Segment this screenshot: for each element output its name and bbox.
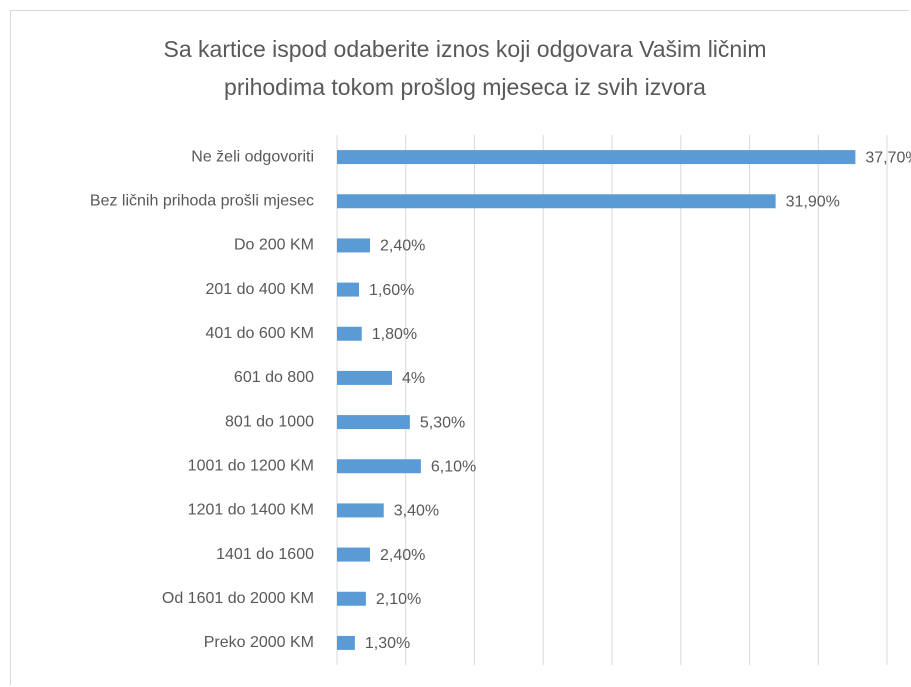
y-tick-label: Preko 2000 KM bbox=[204, 634, 314, 651]
bar bbox=[337, 282, 359, 297]
data-label: 1,80% bbox=[372, 326, 417, 343]
bar bbox=[337, 415, 410, 430]
y-tick-label: 801 do 1000 bbox=[225, 413, 314, 430]
data-label: 2,10% bbox=[376, 591, 421, 608]
y-tick-label: Od 1601 do 2000 KM bbox=[162, 590, 314, 607]
y-tick-label: 1001 do 1200 KM bbox=[188, 457, 314, 474]
data-label: 5,30% bbox=[420, 414, 465, 431]
y-tick-label: Bez ličnih prihoda prošli mjesec bbox=[90, 192, 314, 209]
y-tick-label: Ne želi odgovoriti bbox=[191, 148, 314, 165]
bar bbox=[337, 459, 421, 474]
bar bbox=[337, 150, 856, 165]
data-label: 1,60% bbox=[369, 282, 414, 299]
data-label: 31,90% bbox=[786, 193, 840, 210]
bar bbox=[337, 503, 384, 518]
bar bbox=[337, 370, 392, 385]
bar bbox=[337, 194, 776, 209]
bar bbox=[337, 635, 355, 650]
y-tick-label: 201 do 400 KM bbox=[205, 281, 314, 298]
chart-frame bbox=[10, 10, 909, 685]
data-label: 2,40% bbox=[380, 238, 425, 255]
y-tick-label: 601 do 800 bbox=[234, 369, 314, 386]
bar bbox=[337, 547, 370, 562]
y-tick-label: 1401 do 1600 bbox=[216, 546, 314, 563]
data-label: 3,40% bbox=[394, 503, 439, 520]
data-label: 6,10% bbox=[431, 458, 476, 475]
data-label: 2,40% bbox=[380, 547, 425, 564]
bar bbox=[337, 238, 370, 253]
data-label: 37,70% bbox=[865, 149, 911, 166]
y-tick-label: 401 do 600 KM bbox=[205, 325, 314, 342]
data-label: 4% bbox=[402, 370, 425, 387]
chart-title: Sa kartice ispod odaberite iznos koji od… bbox=[163, 36, 767, 100]
bar bbox=[337, 326, 362, 341]
bar bbox=[337, 591, 366, 606]
y-tick-label: 1201 do 1400 KM bbox=[188, 502, 314, 519]
data-label: 1,30% bbox=[365, 635, 410, 652]
y-tick-label: Do 200 KM bbox=[234, 237, 314, 254]
